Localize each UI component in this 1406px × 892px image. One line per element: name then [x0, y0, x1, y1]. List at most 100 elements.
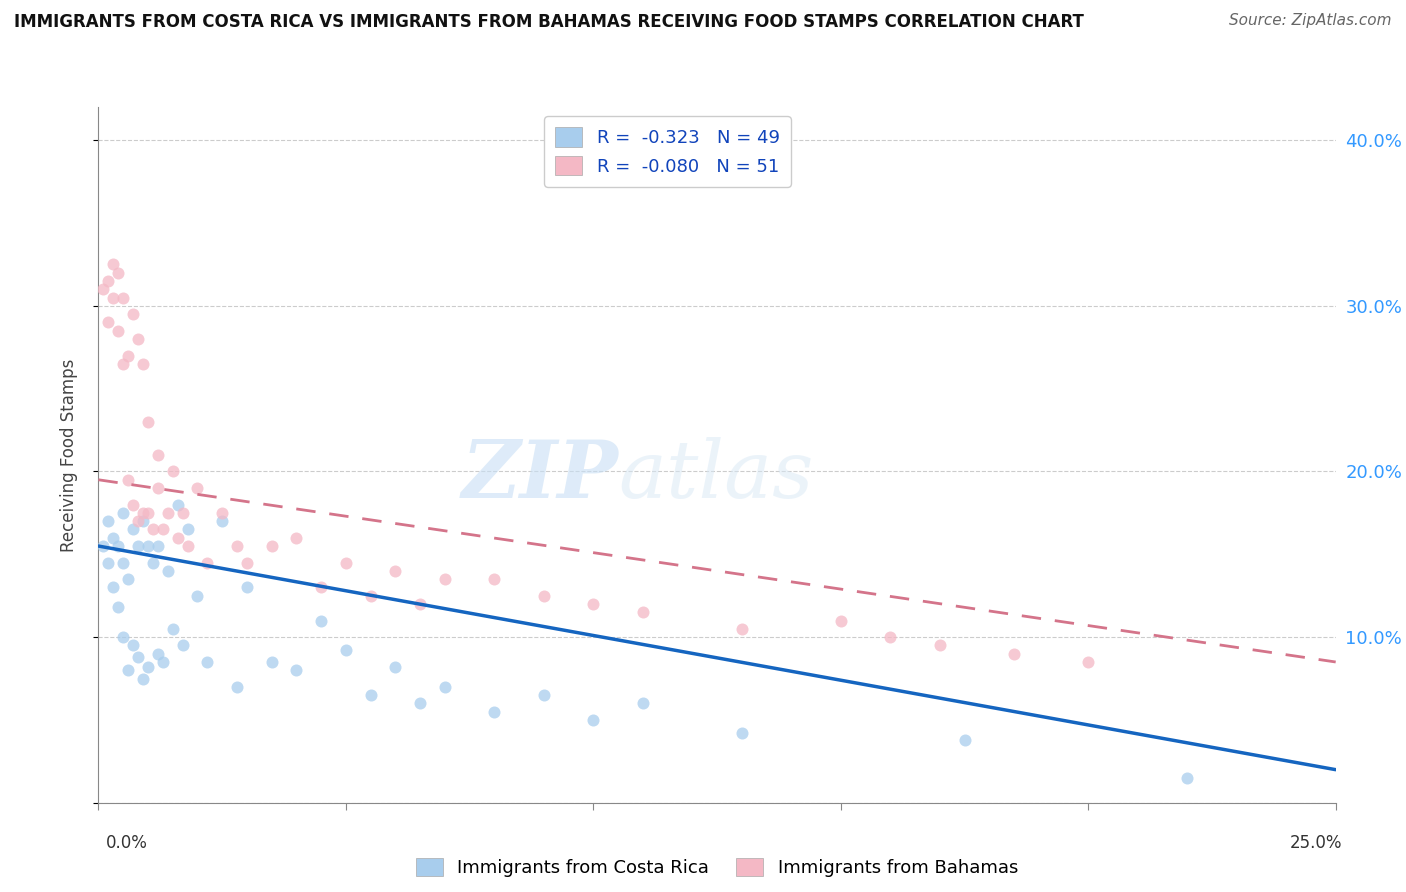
Point — [236, 556, 259, 570]
Point — [409, 697, 432, 711]
Point — [195, 655, 218, 669]
Point — [112, 357, 135, 371]
Point — [384, 564, 406, 578]
Point — [830, 614, 852, 628]
Point — [335, 643, 357, 657]
Text: IMMIGRANTS FROM COSTA RICA VS IMMIGRANTS FROM BAHAMAS RECEIVING FOOD STAMPS CORR: IMMIGRANTS FROM COSTA RICA VS IMMIGRANTS… — [14, 13, 1084, 31]
Point — [146, 539, 169, 553]
Point — [112, 506, 135, 520]
Point — [112, 556, 135, 570]
Text: 25.0%: 25.0% — [1291, 834, 1343, 852]
Point — [97, 514, 120, 528]
Point — [132, 514, 155, 528]
Point — [136, 415, 159, 429]
Point — [409, 597, 432, 611]
Point — [433, 572, 456, 586]
Point — [122, 307, 145, 321]
Point — [631, 605, 654, 619]
Point — [260, 539, 283, 553]
Point — [582, 597, 605, 611]
Point — [127, 650, 149, 665]
Point — [152, 655, 174, 669]
Point — [117, 572, 139, 586]
Point — [384, 660, 406, 674]
Point — [582, 713, 605, 727]
Point — [103, 531, 125, 545]
Point — [136, 660, 159, 674]
Y-axis label: Receiving Food Stamps: Receiving Food Stamps — [59, 359, 77, 551]
Point — [93, 282, 115, 296]
Point — [176, 523, 198, 537]
Point — [928, 639, 950, 653]
Point — [879, 630, 901, 644]
Point — [93, 539, 115, 553]
Point — [166, 531, 188, 545]
Point — [186, 589, 208, 603]
Point — [433, 680, 456, 694]
Point — [112, 630, 135, 644]
Point — [117, 663, 139, 677]
Point — [285, 663, 308, 677]
Point — [1002, 647, 1025, 661]
Point — [236, 581, 259, 595]
Point — [107, 539, 129, 553]
Point — [97, 274, 120, 288]
Text: ZIP: ZIP — [461, 437, 619, 515]
Point — [146, 481, 169, 495]
Point — [360, 589, 382, 603]
Point — [226, 680, 249, 694]
Point — [97, 315, 120, 329]
Point — [166, 498, 188, 512]
Point — [146, 448, 169, 462]
Point — [152, 523, 174, 537]
Point — [122, 498, 145, 512]
Point — [136, 506, 159, 520]
Point — [484, 705, 506, 719]
Point — [162, 465, 184, 479]
Point — [953, 732, 976, 747]
Point — [162, 622, 184, 636]
Point — [172, 639, 194, 653]
Point — [103, 257, 125, 271]
Text: atlas: atlas — [619, 437, 814, 515]
Point — [309, 581, 332, 595]
Text: 0.0%: 0.0% — [105, 834, 148, 852]
Point — [335, 556, 357, 570]
Point — [172, 506, 194, 520]
Point — [146, 647, 169, 661]
Point — [1077, 655, 1099, 669]
Point — [484, 572, 506, 586]
Point — [176, 539, 198, 553]
Point — [731, 726, 754, 740]
Point — [360, 688, 382, 702]
Point — [211, 506, 233, 520]
Point — [132, 506, 155, 520]
Point — [132, 357, 155, 371]
Point — [156, 506, 179, 520]
Point — [122, 523, 145, 537]
Point — [136, 539, 159, 553]
Point — [127, 539, 149, 553]
Point — [285, 531, 308, 545]
Point — [1175, 771, 1198, 785]
Point — [103, 291, 125, 305]
Point — [117, 349, 139, 363]
Point — [103, 581, 125, 595]
Point — [142, 523, 165, 537]
Point — [309, 614, 332, 628]
Point — [107, 600, 129, 615]
Point — [127, 514, 149, 528]
Point — [112, 291, 135, 305]
Point — [186, 481, 208, 495]
Point — [195, 556, 218, 570]
Point — [226, 539, 249, 553]
Point — [631, 697, 654, 711]
Point — [117, 473, 139, 487]
Point — [107, 266, 129, 280]
Point — [127, 332, 149, 346]
Point — [122, 639, 145, 653]
Text: Source: ZipAtlas.com: Source: ZipAtlas.com — [1229, 13, 1392, 29]
Point — [107, 324, 129, 338]
Point — [533, 688, 555, 702]
Point — [97, 556, 120, 570]
